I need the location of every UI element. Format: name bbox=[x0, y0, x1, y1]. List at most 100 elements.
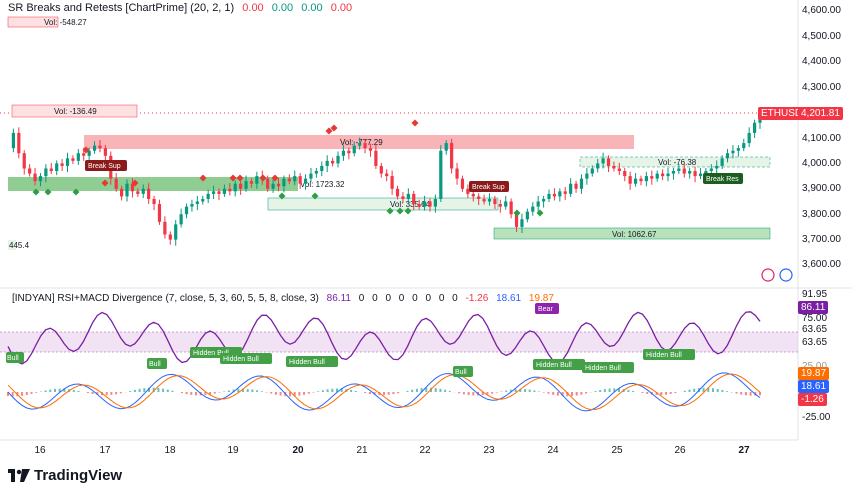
candle-body bbox=[368, 148, 373, 151]
candle-body bbox=[509, 201, 513, 215]
candle-body bbox=[596, 163, 600, 169]
candle-body bbox=[536, 201, 540, 207]
time-label-26: 26 bbox=[674, 445, 686, 456]
candle-body bbox=[184, 206, 189, 215]
candle-body bbox=[82, 153, 86, 156]
macd-histogram-bar bbox=[44, 390, 47, 392]
indicator1-legend[interactable]: SR Breaks and Retests [ChartPrime] (20, … bbox=[8, 2, 357, 14]
candle-body bbox=[525, 211, 529, 220]
macd-histogram-bar bbox=[289, 392, 291, 397]
candle-body bbox=[579, 178, 584, 189]
macd-histogram-bar bbox=[157, 387, 160, 392]
candle-body bbox=[514, 214, 519, 227]
bull-label-3 bbox=[453, 366, 473, 377]
tradingview-logo-icon bbox=[8, 468, 30, 482]
macd-histogram-bar bbox=[232, 389, 235, 392]
indicator2-legend[interactable]: [INDYAN] RSI+MACD Divergence (7, close, … bbox=[12, 293, 559, 304]
candle-body bbox=[92, 145, 97, 151]
candle-body bbox=[379, 165, 383, 174]
macd-histogram-bar bbox=[270, 392, 273, 394]
macd-histogram-bar bbox=[665, 392, 667, 395]
macd-histogram-bar bbox=[251, 389, 254, 392]
tradingview-logo[interactable]: TradingView bbox=[8, 467, 122, 484]
break-sup-label-1[interactable] bbox=[85, 160, 127, 171]
candle-body bbox=[65, 158, 70, 166]
zone-resistance-136[interactable] bbox=[11, 104, 138, 118]
zone-support-76[interactable] bbox=[579, 156, 771, 168]
hidden-bull-text-5: Hidden Bull bbox=[585, 365, 621, 372]
symbol-ticker-tag[interactable]: ETHUSD bbox=[758, 107, 806, 120]
candle-body bbox=[644, 176, 648, 182]
candle-series[interactable] bbox=[11, 108, 762, 246]
candle-body bbox=[130, 183, 135, 192]
macd-histogram-bar bbox=[25, 392, 28, 395]
macd-histogram bbox=[7, 387, 761, 397]
candle-body bbox=[736, 148, 740, 151]
zone-support-1723[interactable] bbox=[8, 177, 298, 191]
time-label-17: 17 bbox=[99, 445, 111, 456]
candle-body bbox=[103, 148, 107, 156]
resistance-diamond-icon bbox=[131, 179, 139, 187]
hidden-bull-label-4 bbox=[533, 359, 585, 370]
ind-axis-rsi-tag: 86.11 bbox=[798, 301, 829, 314]
macd-histogram-bar bbox=[152, 387, 155, 392]
zone-resistance-777[interactable] bbox=[84, 135, 634, 149]
price-axis-label-1: 4,600.00 bbox=[802, 5, 841, 16]
candle-body bbox=[450, 143, 454, 169]
rsi-line[interactable] bbox=[7, 311, 761, 365]
symbol-price-tag[interactable]: 4,201.81 bbox=[798, 107, 843, 120]
alert-icon[interactable] bbox=[761, 268, 775, 282]
macd-histogram-bar bbox=[321, 390, 324, 392]
candle-body bbox=[439, 150, 443, 199]
macd-histogram-bar bbox=[721, 390, 724, 392]
bull-label-2 bbox=[147, 358, 167, 369]
candle-body bbox=[428, 201, 432, 207]
macd-histogram-bar bbox=[688, 389, 691, 392]
candle-body bbox=[547, 193, 551, 199]
indicator-icon[interactable] bbox=[779, 268, 793, 282]
macd-histogram-bar bbox=[580, 392, 583, 395]
macd-histogram-bar bbox=[242, 388, 244, 392]
zone-resistance-548[interactable] bbox=[7, 16, 59, 28]
candle-body bbox=[395, 188, 400, 197]
macd-histogram-bar bbox=[190, 392, 193, 395]
macd-histogram-bar bbox=[726, 391, 729, 392]
resistance-diamond-icon bbox=[236, 174, 244, 182]
candle-body bbox=[152, 198, 156, 205]
macd-histogram-bar bbox=[303, 392, 306, 395]
macd-histogram-bar bbox=[86, 392, 89, 394]
hidden-bull-label-5 bbox=[582, 362, 634, 373]
macd-histogram-bar bbox=[35, 392, 38, 393]
break-res-label[interactable] bbox=[703, 173, 743, 184]
signal-line[interactable] bbox=[7, 373, 761, 411]
macd-histogram-bar bbox=[608, 388, 611, 392]
candle-body bbox=[585, 173, 589, 179]
macd-line[interactable] bbox=[7, 372, 761, 412]
candle-body bbox=[704, 171, 708, 174]
break-sup-label-2[interactable] bbox=[469, 181, 509, 192]
indicator2-zero-3: 0 bbox=[385, 293, 391, 304]
macd-histogram-bar bbox=[420, 388, 423, 392]
resistance-diamond-icon bbox=[325, 127, 333, 135]
candle-body bbox=[742, 143, 746, 149]
macd-histogram-bar bbox=[185, 392, 188, 395]
candle-body bbox=[720, 158, 724, 166]
candle-body bbox=[406, 193, 410, 199]
ind-axis-hist-tag: -1.26 bbox=[798, 393, 827, 406]
break-res-text: Break Res bbox=[706, 176, 739, 183]
macd-histogram-bar bbox=[491, 392, 494, 394]
candle-body bbox=[174, 224, 178, 240]
candle-body bbox=[374, 150, 378, 166]
time-label-23: 23 bbox=[483, 445, 495, 456]
macd-histogram-bar bbox=[246, 388, 249, 392]
resistance-markers bbox=[82, 119, 419, 187]
zone-support-1062[interactable] bbox=[493, 227, 771, 240]
macd-histogram-bar bbox=[383, 392, 385, 396]
candle-body bbox=[412, 193, 416, 205]
macd-histogram-bar bbox=[298, 392, 301, 396]
candle-body bbox=[282, 178, 286, 187]
macd-histogram-bar bbox=[129, 391, 132, 392]
zone-support-335[interactable] bbox=[267, 197, 499, 211]
zone-support-left[interactable] bbox=[8, 240, 16, 250]
